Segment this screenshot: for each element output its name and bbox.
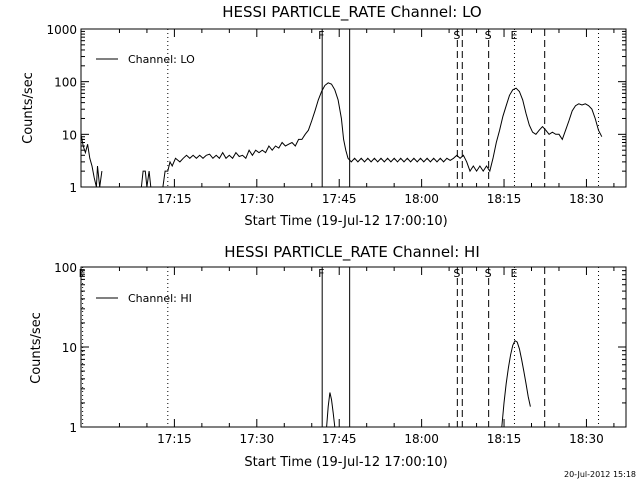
panel-lo-title: HESSI PARTICLE_RATE Channel: LO xyxy=(222,3,481,22)
panel-lo-y-ticks: 1 10 100 1000 xyxy=(46,23,626,195)
panel-lo-marker-label: F xyxy=(318,29,324,42)
panel-lo-x-tick-label: 17:45 xyxy=(322,192,357,206)
panel-lo-x-tick-label: 17:30 xyxy=(240,192,275,206)
panel-lo-y-tick-label: 100 xyxy=(54,76,77,90)
panel-hi-x-tick-label: 18:30 xyxy=(569,432,604,446)
panel-hi-legend: Channel: HI xyxy=(96,292,192,305)
panel-hi-y-tick-label: 100 xyxy=(54,261,77,275)
panel-lo-legend-label: Channel: LO xyxy=(128,53,195,66)
panel-hi-y-tick-label: 1 xyxy=(69,421,77,435)
panel-hi-y-ticks: 1 10 100 xyxy=(54,261,626,435)
panel-hi-series-segment xyxy=(326,392,336,428)
panel-hi-marker-label: E xyxy=(510,267,517,280)
panel-lo-x-tick-label: 17:15 xyxy=(157,192,192,206)
panel-hi-legend-label: Channel: HI xyxy=(128,292,192,305)
panel-hi-x-tick-label: 17:45 xyxy=(322,432,357,446)
panel-hi-x-tick-label: 17:30 xyxy=(240,432,275,446)
panel-lo-legend: Channel: LO xyxy=(96,53,195,66)
panel-hi: HESSI PARTICLE_RATE Channel: HI E F S S E 17… xyxy=(29,243,627,470)
panel-lo-x-tick-label: 18:30 xyxy=(569,192,604,206)
panel-lo-x-axis-label: Start Time (19-Jul-12 17:00:10) xyxy=(244,214,447,229)
footer-timestamp: 20-Jul-2012 15:18 xyxy=(564,470,636,479)
panel-lo-y-tick-label: 10 xyxy=(62,128,77,142)
panel-hi-marker-label: F xyxy=(318,267,324,280)
panel-hi-marker-label: S xyxy=(453,267,460,280)
panel-hi-y-axis-label: Counts/sec xyxy=(29,312,44,384)
panel-lo-plot-frame xyxy=(80,28,627,188)
panel-lo-series-segment xyxy=(162,82,603,188)
panel-hi-x-tick-label: 18:00 xyxy=(404,432,439,446)
panel-hi-x-tick-label: 18:15 xyxy=(487,432,522,446)
panel-hi-x-axis-label: Start Time (19-Jul-12 17:00:10) xyxy=(244,455,447,470)
panel-lo-marker-label: S xyxy=(453,29,460,42)
panel-lo-x-tick-label: 18:15 xyxy=(487,192,522,206)
panel-lo-x-ticks: 17:15 17:30 17:45 18:00 18:15 18:30 xyxy=(118,29,615,206)
panel-lo-y-axis-label: Counts/sec xyxy=(21,72,36,144)
panel-lo-y-tick-label: 1000 xyxy=(46,23,77,37)
panel-lo-y-tick-label: 1 xyxy=(69,181,77,195)
panel-hi-x-ticks: 17:15 17:30 17:45 18:00 18:15 18:30 xyxy=(118,267,615,446)
panel-hi-x-tick-label: 17:15 xyxy=(157,432,192,446)
panel-hi-marker-label: E xyxy=(79,267,86,280)
panel-hi-y-tick-label: 10 xyxy=(62,341,77,355)
panel-hi-series-segment xyxy=(501,339,531,428)
panel-lo-x-tick-label: 18:00 xyxy=(404,192,439,206)
panel-lo: HESSI PARTICLE_RATE Channel: LO F S S E 17:… xyxy=(21,3,627,229)
panel-hi-data-line xyxy=(326,339,531,428)
panel-lo-series-segment xyxy=(140,170,152,188)
panel-lo-marker-label: E xyxy=(510,29,517,42)
panel-hi-marker-label: S xyxy=(485,267,492,280)
panel-hi-title: HESSI PARTICLE_RATE Channel: HI xyxy=(224,243,480,262)
panel-lo-marker-label: S xyxy=(485,29,492,42)
